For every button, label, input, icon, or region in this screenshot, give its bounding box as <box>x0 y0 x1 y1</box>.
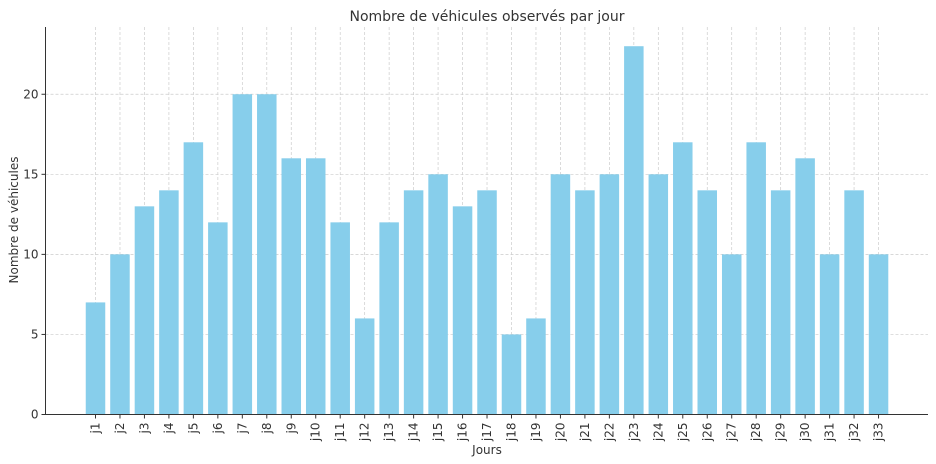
chart-title: Nombre de véhicules observés par jour <box>349 9 624 25</box>
x-tick-label: j23 <box>627 423 641 443</box>
bar-j16 <box>452 206 473 415</box>
x-tick-label: j30 <box>798 423 812 443</box>
x-tick-label: j5 <box>186 423 200 435</box>
bar-j3 <box>134 206 155 415</box>
bar-j6 <box>208 222 228 415</box>
bar-j13 <box>379 222 399 415</box>
x-tick-label: j33 <box>872 423 886 443</box>
x-tick-label: j17 <box>480 423 494 443</box>
x-tick-label: j6 <box>211 423 225 435</box>
x-tick-label: j8 <box>260 423 274 435</box>
bar-j17 <box>477 190 497 415</box>
x-tick-label: j31 <box>823 423 837 443</box>
bar-j8 <box>257 94 277 415</box>
x-tick-label: j18 <box>504 423 518 443</box>
x-tick-label: j4 <box>162 423 176 435</box>
y-ticks: 0 5 10 15 20 <box>23 87 46 422</box>
x-tick-label: j14 <box>407 423 421 443</box>
bar-j18 <box>501 334 522 415</box>
bar-j33 <box>868 254 889 415</box>
x-tick-label: j32 <box>847 423 861 443</box>
y-tick-label: 0 <box>31 408 39 422</box>
x-tick-label: j26 <box>700 423 714 443</box>
x-tick-label: j19 <box>529 423 543 443</box>
x-tick-label: j10 <box>309 423 323 443</box>
x-tick-label: j28 <box>749 423 763 443</box>
x-tick-label: j16 <box>456 423 470 443</box>
y-tick-label: 5 <box>31 327 39 341</box>
bar-j32 <box>844 190 864 415</box>
bar-j23 <box>624 46 644 415</box>
x-tick-label: j7 <box>235 423 249 435</box>
y-tick-label: 20 <box>23 87 38 101</box>
x-tick-label: j9 <box>284 423 298 435</box>
x-tick-label: j25 <box>676 423 690 443</box>
x-tick-label: j20 <box>553 423 567 443</box>
bar-j20 <box>550 174 571 415</box>
bar-j1 <box>85 302 106 415</box>
bar-j4 <box>159 190 179 415</box>
x-tick-label: j24 <box>651 423 665 443</box>
bar-j10 <box>305 158 326 415</box>
x-axis-label: Jours <box>471 443 502 457</box>
bar-j30 <box>795 158 815 415</box>
bar-j14 <box>403 190 424 415</box>
bar-j11 <box>330 222 350 415</box>
x-tick-label: j22 <box>602 423 616 443</box>
bar-j12 <box>354 318 375 415</box>
bar-j21 <box>575 190 595 415</box>
bars <box>85 46 889 415</box>
x-tick-label: j2 <box>113 423 127 435</box>
bar-j22 <box>599 174 620 415</box>
y-tick-label: 15 <box>23 167 38 181</box>
y-tick-label: 10 <box>23 247 38 261</box>
bar-j24 <box>648 174 669 415</box>
bar-j27 <box>721 254 742 415</box>
x-tick-label: j1 <box>89 423 103 435</box>
x-tick-label: j27 <box>725 423 739 443</box>
bar-j26 <box>697 190 717 415</box>
bar-j15 <box>428 174 448 415</box>
x-tick-label: j3 <box>137 423 151 435</box>
bar-j7 <box>232 94 253 415</box>
bar-j5 <box>183 142 204 415</box>
x-tick-label: j29 <box>774 423 788 443</box>
x-tick-label: j13 <box>382 423 396 443</box>
x-tick-label: j12 <box>358 423 372 443</box>
x-tick-label: j21 <box>578 423 592 443</box>
bar-j19 <box>526 318 546 415</box>
bar-j9 <box>281 158 302 415</box>
x-ticks: j1 j2 j3 j4 j5 j6 j7 j8 j9 j10 j11 j12 j13 j14 j15 j16 j… <box>89 414 886 443</box>
x-tick-label: j11 <box>333 423 347 443</box>
y-axis-label: Nombre de véhicules <box>7 157 21 284</box>
bar-j2 <box>110 254 130 415</box>
x-tick-label: j15 <box>431 423 445 443</box>
bar-j29 <box>770 190 791 415</box>
bar-j31 <box>819 254 840 415</box>
bar-j28 <box>746 142 766 415</box>
bar-j25 <box>673 142 693 415</box>
